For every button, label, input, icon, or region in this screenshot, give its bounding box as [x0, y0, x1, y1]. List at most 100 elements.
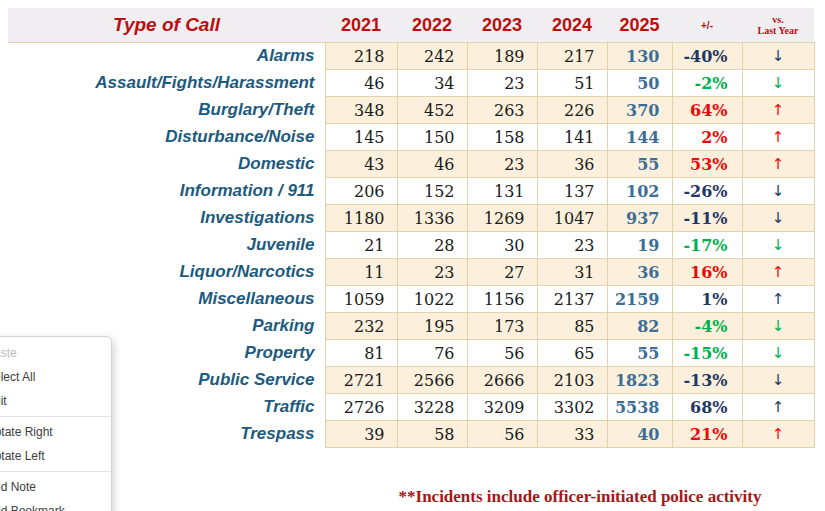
row-label: Disturbance/Noise [8, 124, 325, 151]
table-row: Traffic 2726 3228 3209 3302 5538 68% ↑ [8, 394, 814, 421]
trend-arrow-icon: ↑ [742, 421, 814, 448]
cell-change-percent: -13% [672, 367, 742, 394]
cell-2022: 3228 [397, 394, 467, 421]
cell-2021: 21 [325, 232, 397, 259]
cell-2021: 81 [325, 340, 397, 367]
column-header-2022: 2022 [397, 8, 467, 43]
table-row: Investigations 1180 1336 1269 1047 937 -… [8, 205, 814, 232]
cell-change-percent: 64% [672, 97, 742, 124]
menu-item-add-note[interactable]: Add Note [0, 475, 111, 499]
cell-change-percent: 21% [672, 421, 742, 448]
menu-item-add-bookmark[interactable]: Add Bookmark [0, 499, 111, 511]
column-header-2021: 2021 [325, 8, 397, 43]
cell-2021: 348 [325, 97, 397, 124]
column-header-2024: 2024 [537, 8, 607, 43]
table-body: Alarms 218 242 189 217 130 -40% ↓ Assaul… [8, 43, 814, 448]
row-label: Liquor/Narcotics [8, 259, 325, 286]
cell-change-percent: 1% [672, 286, 742, 313]
menu-item-paste: Paste [0, 341, 111, 365]
cell-2023: 189 [467, 43, 537, 70]
cell-change-percent: 68% [672, 394, 742, 421]
cell-2022: 28 [397, 232, 467, 259]
cell-change-percent: -2% [672, 70, 742, 97]
cell-2021: 39 [325, 421, 397, 448]
row-label: Juvenile [8, 232, 325, 259]
trend-arrow-icon: ↓ [742, 178, 814, 205]
table-row: Domestic 43 46 23 36 55 53% ↑ [8, 151, 814, 178]
cell-2023: 56 [467, 340, 537, 367]
cell-2025: 5538 [607, 394, 672, 421]
trend-arrow-icon: ↓ [742, 205, 814, 232]
cell-2025: 19 [607, 232, 672, 259]
cell-2022: 452 [397, 97, 467, 124]
column-header-change: +/- [672, 8, 742, 43]
menu-separator [0, 416, 111, 417]
cell-2021: 43 [325, 151, 397, 178]
menu-separator [0, 471, 111, 472]
trend-arrow-icon: ↑ [742, 151, 814, 178]
cell-2024: 85 [537, 313, 607, 340]
cell-2023: 3209 [467, 394, 537, 421]
cell-2024: 51 [537, 70, 607, 97]
cell-2021: 2721 [325, 367, 397, 394]
table-row: Juvenile 21 28 30 23 19 -17% ↓ [8, 232, 814, 259]
table-row: Property 81 76 56 65 55 -15% ↓ [8, 340, 814, 367]
trend-arrow-icon: ↑ [742, 394, 814, 421]
cell-2023: 263 [467, 97, 537, 124]
trend-arrow-icon: ↑ [742, 97, 814, 124]
context-menu: PasteSelect AllEdit Rotate RightRotate Le… [0, 336, 112, 511]
cell-2022: 34 [397, 70, 467, 97]
cell-2025: 102 [607, 178, 672, 205]
trend-arrow-icon: ↑ [742, 124, 814, 151]
cell-2025: 36 [607, 259, 672, 286]
cell-2024: 2103 [537, 367, 607, 394]
cell-2022: 195 [397, 313, 467, 340]
column-header-2023: 2023 [467, 8, 537, 43]
cell-2024: 65 [537, 340, 607, 367]
cell-change-percent: -26% [672, 178, 742, 205]
cell-2024: 36 [537, 151, 607, 178]
cell-2021: 2726 [325, 394, 397, 421]
table-row: Miscellaneous 1059 1022 1156 2137 2159 1… [8, 286, 814, 313]
cell-2021: 11 [325, 259, 397, 286]
cell-2023: 173 [467, 313, 537, 340]
cell-2021: 218 [325, 43, 397, 70]
cell-2023: 1156 [467, 286, 537, 313]
cell-2022: 152 [397, 178, 467, 205]
menu-item-select-all[interactable]: Select All [0, 365, 111, 389]
cell-2024: 23 [537, 232, 607, 259]
column-header-vs-last-year: vs. Last Year [742, 8, 814, 43]
cell-2025: 130 [607, 43, 672, 70]
vs-label-line1: vs. [772, 14, 783, 25]
menu-item-rotate-right[interactable]: Rotate Right [0, 420, 111, 444]
column-header-type-of-call: Type of Call [8, 8, 325, 43]
cell-2022: 150 [397, 124, 467, 151]
cell-2024: 1047 [537, 205, 607, 232]
cell-2021: 1180 [325, 205, 397, 232]
cell-2022: 76 [397, 340, 467, 367]
cell-change-percent: 2% [672, 124, 742, 151]
cell-change-percent: -4% [672, 313, 742, 340]
cell-2024: 2137 [537, 286, 607, 313]
cell-2023: 158 [467, 124, 537, 151]
cell-2025: 40 [607, 421, 672, 448]
cell-2022: 2566 [397, 367, 467, 394]
row-label: Investigations [8, 205, 325, 232]
menu-item-rotate-left[interactable]: Rotate Left [0, 444, 111, 468]
cell-2022: 58 [397, 421, 467, 448]
menu-item-edit[interactable]: Edit [0, 389, 111, 413]
table-row: Disturbance/Noise 145 150 158 141 144 2%… [8, 124, 814, 151]
cell-change-percent: -11% [672, 205, 742, 232]
cell-2023: 1269 [467, 205, 537, 232]
table-row: Trespass 39 58 56 33 40 21% ↑ [8, 421, 814, 448]
cell-2021: 206 [325, 178, 397, 205]
row-label: Assault/Fights/Harassment [8, 70, 325, 97]
table-row: Alarms 218 242 189 217 130 -40% ↓ [8, 43, 814, 70]
cell-change-percent: -17% [672, 232, 742, 259]
cell-2024: 31 [537, 259, 607, 286]
row-label: Miscellaneous [8, 286, 325, 313]
cell-2023: 23 [467, 70, 537, 97]
cell-2023: 131 [467, 178, 537, 205]
table-header-row: Type of Call 2021 2022 2023 2024 2025 +/… [8, 8, 814, 43]
cell-2025: 937 [607, 205, 672, 232]
